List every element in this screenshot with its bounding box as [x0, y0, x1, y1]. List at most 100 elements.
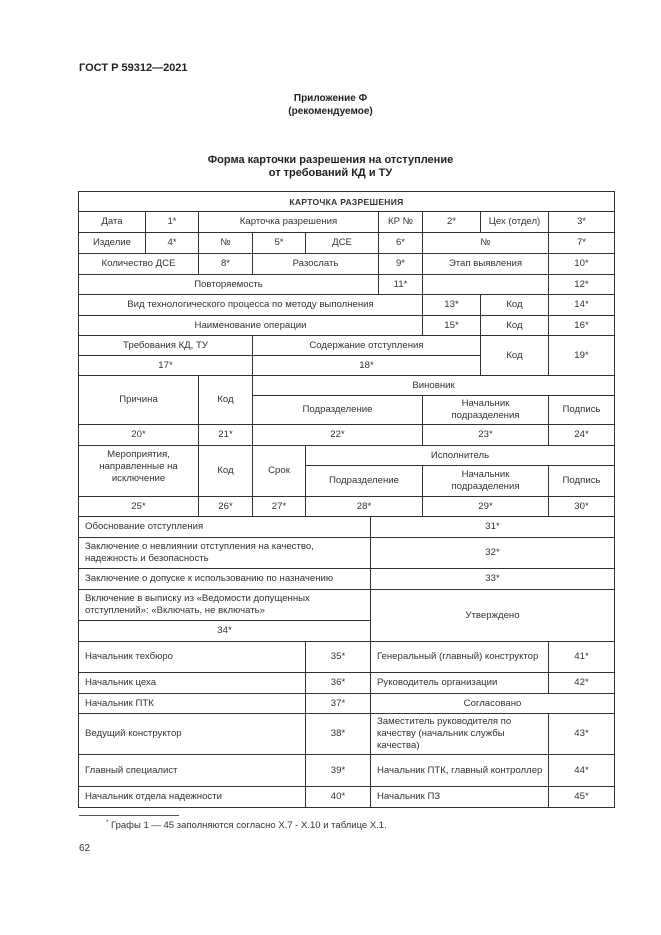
- table-cell: Начальник техбюро: [78, 641, 306, 673]
- table-cell: Начальник подразделения: [422, 465, 549, 497]
- cell-text: Заместитель руководителя по качеству (на…: [377, 716, 512, 751]
- cell-text: 20*: [131, 429, 146, 440]
- table-title-cell: КАРТОЧКА РАЗРЕШЕНИЯ: [78, 191, 615, 212]
- table-cell: КР №: [378, 211, 423, 233]
- cell-text: ДСЕ: [332, 237, 352, 248]
- table-cell: 31*: [370, 516, 615, 538]
- cell-text: Заключение о невлиянии отступления на ка…: [85, 541, 314, 564]
- cell-text: Подразделение: [329, 475, 399, 486]
- table-cell: Ведущий конструктор: [78, 713, 306, 755]
- table-cell: Этап выявления: [422, 253, 549, 275]
- table-cell: Исполнитель: [305, 445, 615, 466]
- cell-text: Срок: [268, 465, 290, 476]
- table-cell: 5*: [252, 232, 306, 254]
- table-cell: 32*: [370, 537, 615, 569]
- table-cell: ДСЕ: [305, 232, 379, 254]
- cell-text: Этап выявления: [448, 258, 523, 269]
- cell-text: 26*: [218, 500, 233, 512]
- cell-text: 41*: [574, 651, 589, 662]
- cell-text: Код: [217, 465, 234, 476]
- standard-number: ГОСТ Р 59312—2021: [79, 62, 188, 74]
- cell-text: 21*: [218, 429, 233, 440]
- cell-text: 40*: [330, 791, 346, 802]
- table-cell: №: [422, 232, 549, 254]
- cell-text: 29*: [478, 500, 493, 512]
- cell-text: 32*: [485, 547, 500, 558]
- table-cell: 6*: [378, 232, 423, 254]
- cell-text: 22*: [330, 429, 345, 440]
- table-cell: 29*: [422, 496, 549, 517]
- table-cell: Код: [480, 294, 549, 316]
- table-cell: Начальник ПЗ: [370, 786, 549, 808]
- table-cell: Начальник ПТК, главный контроллер: [370, 754, 549, 787]
- form-title-line-1: Форма карточки разрешения на отступление: [207, 154, 454, 166]
- table-cell: 12*: [548, 274, 615, 295]
- cell-text: 14*: [574, 299, 589, 310]
- cell-text: 12*: [574, 278, 589, 290]
- cell-text: Код: [506, 319, 523, 331]
- table-cell: Причина: [78, 375, 199, 425]
- table-cell: 38*: [305, 713, 371, 755]
- table-cell: Срок: [252, 445, 306, 497]
- cell-text: Подразделение: [302, 404, 373, 415]
- cell-text: Начальник ПТК, главный контроллер: [377, 764, 543, 776]
- cell-text: Изделие: [93, 237, 131, 248]
- table-cell: 14*: [548, 294, 615, 316]
- table-cell: 37*: [305, 693, 371, 714]
- cell-text: Начальник отдела надежности: [85, 791, 222, 802]
- cell-text: 27*: [271, 500, 287, 512]
- table-cell: 17*: [78, 355, 253, 376]
- table-cell: Разослать: [252, 253, 379, 275]
- table-cell: Вид технологического процесса по методу …: [78, 294, 423, 316]
- table-cell: 16*: [548, 315, 615, 336]
- cell-text: 5*: [274, 237, 284, 248]
- table-cell: 35*: [305, 641, 371, 673]
- table-cell: Начальник отдела надежности: [78, 786, 306, 808]
- table-cell: 43*: [548, 713, 615, 755]
- cell-text: Мероприятия, направленные на исключение: [99, 449, 178, 484]
- cell-text: 36*: [330, 677, 346, 688]
- cell-text: Причина: [119, 394, 158, 405]
- table-cell: Начальник подразделения: [422, 395, 549, 425]
- cell-text: Повторяемость: [194, 278, 263, 290]
- cell-text: Заключение о допуске к использованию по …: [85, 573, 334, 584]
- table-cell: 24*: [548, 424, 615, 446]
- table-cell: 41*: [548, 641, 615, 673]
- table-cell: 21*: [198, 424, 253, 446]
- table-cell: Утверждено: [370, 589, 615, 642]
- table-cell: 40*: [305, 786, 371, 808]
- cell-text: Содержание отступления: [309, 339, 424, 351]
- cell-text: 43*: [574, 728, 589, 739]
- cell-text: 39*: [330, 764, 346, 776]
- table-cell: 30*: [548, 496, 615, 517]
- page-number: 62: [79, 843, 91, 854]
- table-cell: 9*: [378, 253, 423, 275]
- cell-text: 16*: [574, 319, 589, 331]
- table-cell: Повторяемость: [78, 274, 379, 295]
- table-cell: 1*: [145, 211, 199, 233]
- cell-text: 23*: [478, 429, 493, 440]
- table-cell: 42*: [548, 672, 615, 694]
- cell-text: 8*: [220, 258, 231, 269]
- cell-text: Код: [506, 299, 523, 310]
- cell-text: Цех (отдел): [488, 216, 541, 227]
- footnote: * Графы 1 — 45 заполняются согласно Х.7 …: [106, 820, 387, 831]
- cell-text: КАРТОЧКА РАЗРЕШЕНИЯ: [289, 196, 404, 207]
- table-cell: Генеральный (главный) конструктор: [370, 641, 549, 673]
- table-cell: 15*: [422, 315, 481, 336]
- table-cell: 28*: [305, 496, 423, 517]
- table-cell: 23*: [422, 424, 549, 446]
- cell-text: Карточка разрешения: [239, 216, 338, 227]
- table-cell: 11*: [378, 274, 423, 295]
- cell-text: 34*: [217, 625, 232, 636]
- appendix-heading: Приложение Ф (рекомендуемое): [0, 92, 661, 118]
- cell-text: Требования КД, ТУ: [123, 339, 208, 351]
- table-cell: 39*: [305, 754, 371, 787]
- table-cell: Подпись: [548, 465, 615, 497]
- cell-text: Дата: [101, 216, 123, 227]
- table-cell: 36*: [305, 672, 371, 694]
- form-title: Форма карточки разрешения на отступление…: [0, 154, 661, 180]
- cell-text: 6*: [395, 237, 406, 248]
- cell-text: Вид технологического процесса по методу …: [127, 299, 374, 310]
- table-cell: Подразделение: [252, 395, 423, 425]
